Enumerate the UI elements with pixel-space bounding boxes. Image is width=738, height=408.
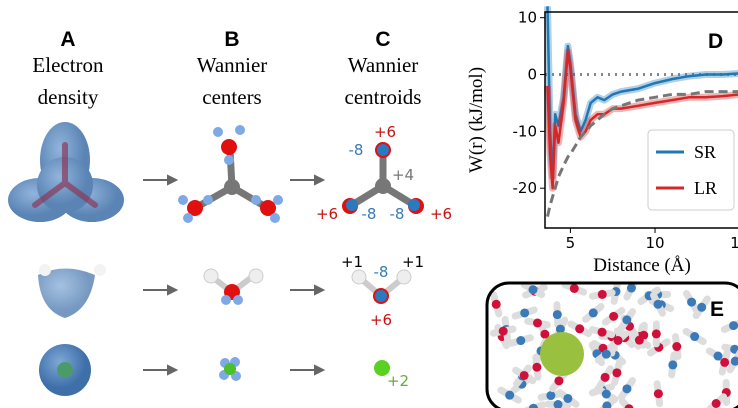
charge: +4	[392, 166, 414, 184]
water-o	[720, 358, 729, 367]
density-blob	[38, 264, 106, 318]
y-tick-label: -20	[513, 179, 538, 197]
panel-title: centroids	[345, 85, 422, 109]
panel-letter: A	[60, 28, 75, 51]
legend-box	[648, 130, 734, 210]
water-o	[712, 399, 721, 408]
water-o	[672, 342, 681, 351]
water-o	[654, 389, 663, 398]
water-o	[729, 321, 738, 330]
water-o	[520, 371, 529, 380]
x-axis-label: Distance (Å)	[593, 255, 691, 276]
water-o	[570, 284, 579, 293]
charge: +1	[341, 253, 363, 271]
water-o	[532, 363, 541, 372]
charge: +6	[374, 123, 396, 141]
panel-title: Electron	[32, 53, 104, 77]
water-o	[690, 332, 699, 341]
water-o	[654, 300, 663, 309]
molecule	[204, 269, 263, 305]
molecule	[219, 357, 241, 381]
water-o	[492, 300, 501, 309]
water-o	[575, 324, 584, 333]
water-o	[589, 308, 598, 317]
charge: +6	[370, 311, 392, 329]
water-o	[697, 303, 706, 312]
water-o	[602, 350, 611, 359]
water-o	[614, 336, 623, 345]
panel-title: density	[38, 85, 99, 109]
water-o	[598, 290, 607, 299]
panel-title: Wannier	[348, 53, 419, 77]
charge: +6	[316, 205, 338, 223]
figure-svg: A Electron density B Wannier centers C W…	[0, 0, 738, 408]
molecule	[178, 125, 283, 223]
chart: -20 -10 0 10 5 10 15 Distance (Å) W(r) (kJ/mol) D…	[466, 6, 738, 276]
figure: A Electron density B Wannier centers C W…	[0, 0, 738, 408]
water-o	[622, 384, 631, 393]
charge: +6	[430, 205, 452, 223]
water-o	[668, 360, 677, 369]
water-o	[622, 315, 631, 324]
x-tick-label: 10	[645, 234, 664, 252]
water-o	[533, 319, 542, 328]
water-o	[714, 352, 723, 361]
ion	[540, 332, 584, 376]
water-o	[609, 312, 618, 321]
water-o	[520, 308, 529, 317]
charge: +1	[402, 253, 424, 271]
y-tick-label: -10	[513, 122, 538, 140]
y-axis-label: W(r) (kJ/mol)	[466, 67, 487, 173]
water-o	[553, 310, 562, 319]
panel-letter: E	[710, 298, 724, 321]
water-o	[687, 298, 696, 307]
charge: -8	[362, 205, 377, 223]
y-tick-label: 0	[527, 66, 537, 84]
panel-title: centers	[202, 85, 261, 109]
y-tick-label: 10	[518, 9, 537, 27]
water-o	[627, 284, 636, 293]
water-o	[602, 390, 611, 399]
water-o	[563, 394, 572, 403]
water-o	[499, 327, 508, 336]
water-o	[612, 368, 621, 377]
panel-letter: D	[708, 30, 723, 53]
snapshot	[487, 279, 738, 408]
charge: -8	[390, 205, 405, 223]
panel-letter: B	[224, 28, 239, 51]
water-o	[598, 328, 607, 337]
water-o	[529, 285, 538, 294]
ion	[57, 362, 73, 378]
x-tick-label: 5	[566, 234, 576, 252]
water-o	[635, 336, 644, 345]
charge: +2	[387, 372, 409, 390]
charge: -8	[349, 141, 364, 159]
charge: -8	[374, 263, 389, 281]
water-o	[505, 391, 514, 400]
water-o	[601, 373, 610, 382]
panel-title: Wannier	[197, 53, 268, 77]
water-o	[652, 329, 661, 338]
panel-letter: C	[375, 28, 390, 51]
water-o	[516, 336, 525, 345]
legend-label: SR	[694, 142, 716, 162]
water-o	[554, 376, 563, 385]
legend-label: LR	[694, 178, 717, 198]
arrows	[143, 176, 323, 374]
x-tick-label: 15	[730, 234, 738, 252]
water-o	[546, 391, 555, 400]
